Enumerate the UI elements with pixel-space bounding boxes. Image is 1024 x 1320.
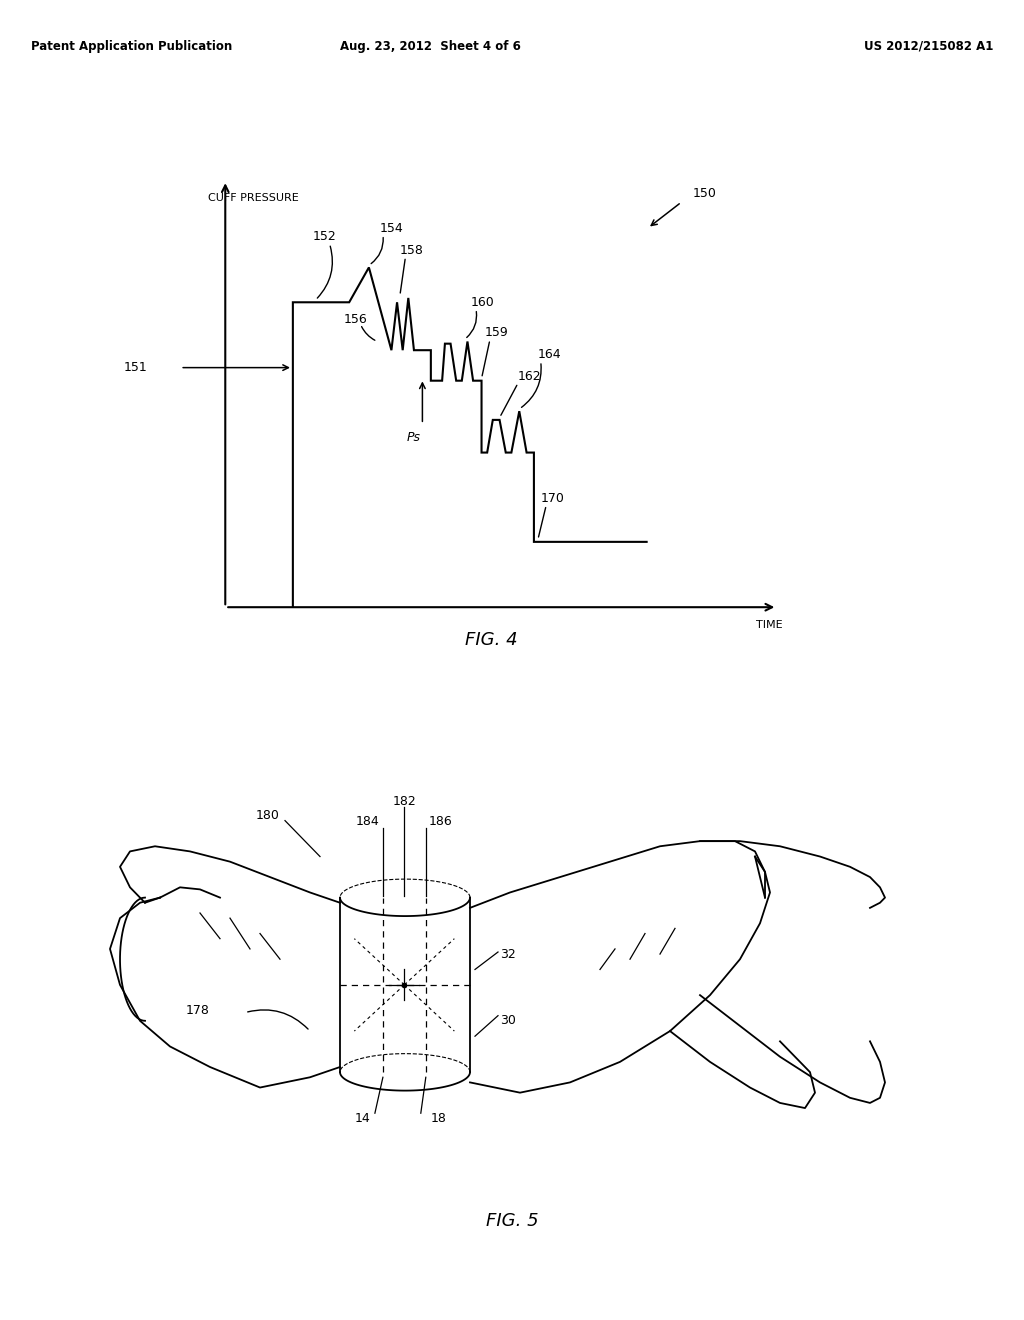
Text: 186: 186 (429, 816, 453, 829)
Text: 170: 170 (541, 492, 564, 504)
Text: 164: 164 (538, 348, 561, 362)
Text: TIME: TIME (756, 620, 783, 630)
Text: 162: 162 (518, 370, 542, 383)
Text: 178: 178 (186, 1005, 210, 1016)
Text: Patent Application Publication: Patent Application Publication (31, 40, 232, 53)
Text: 30: 30 (500, 1014, 516, 1027)
Text: 182: 182 (392, 795, 416, 808)
Text: 152: 152 (312, 231, 336, 243)
Text: FIG. 4: FIG. 4 (465, 631, 518, 649)
Text: 184: 184 (356, 816, 380, 829)
Text: 150: 150 (693, 187, 717, 199)
Text: 151: 151 (124, 362, 147, 374)
Text: 154: 154 (380, 222, 403, 235)
Text: 156: 156 (344, 313, 368, 326)
Text: 32: 32 (500, 948, 516, 961)
Text: 14: 14 (355, 1111, 371, 1125)
Text: 180: 180 (256, 809, 280, 822)
Text: FIG. 5: FIG. 5 (485, 1212, 539, 1230)
Text: 159: 159 (484, 326, 508, 339)
Text: US 2012/215082 A1: US 2012/215082 A1 (864, 40, 993, 53)
Text: Ps: Ps (407, 430, 421, 444)
Text: CUFF PRESSURE: CUFF PRESSURE (209, 193, 299, 203)
Text: 18: 18 (431, 1111, 446, 1125)
Text: Aug. 23, 2012  Sheet 4 of 6: Aug. 23, 2012 Sheet 4 of 6 (340, 40, 520, 53)
Text: 160: 160 (470, 296, 494, 309)
Text: 158: 158 (400, 243, 424, 256)
